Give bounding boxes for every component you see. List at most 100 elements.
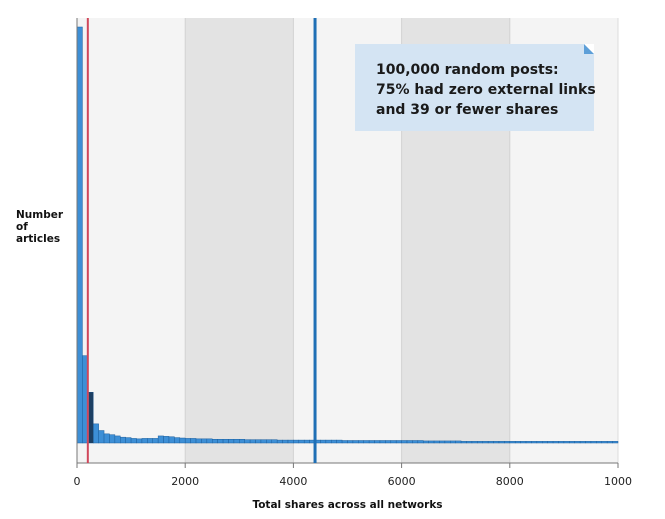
histogram-bar [401,440,408,444]
histogram-bar [217,439,224,444]
histogram-bar [417,440,424,444]
x-tick-label: 4000 [279,475,308,488]
histogram-bar [412,440,419,444]
histogram-bar [336,439,343,444]
histogram-bar [76,26,83,444]
histogram-bar [206,438,213,444]
histogram-bar [276,439,283,444]
histogram-bar [390,440,397,444]
histogram-bar [450,440,456,444]
histogram-bar [596,441,603,444]
histogram-bar [585,441,592,444]
histogram-bar [184,438,191,444]
histogram-bar [552,441,559,444]
histogram-bar [444,440,451,444]
histogram-bar [98,430,105,444]
histogram-bar [125,437,132,444]
histogram-bar [266,439,273,444]
histogram-bar [606,441,613,444]
histogram-bar [352,440,359,444]
y-axis-label: Number of articles [16,209,64,245]
histogram-bar [195,438,202,444]
histogram-bar [455,440,462,444]
histogram-bar [482,441,489,444]
x-axis-label: Total shares across all networks [252,499,443,511]
histogram-bar [498,441,505,444]
histogram-bar [271,439,278,444]
histogram-bar [520,441,527,444]
histogram-bar [379,440,386,444]
histogram-bar [157,435,164,444]
x-tick-label: 2000 [171,475,200,488]
histogram-bar [212,439,218,444]
histogram-bar [168,436,175,444]
histogram-bar [303,439,310,444]
histogram-bar [120,436,126,444]
histogram-bar [487,441,494,444]
histogram-bar [542,441,548,444]
histogram-bar [504,441,511,444]
histogram-bar [201,438,208,444]
histogram-bar [439,440,446,444]
histogram-bar [141,438,148,444]
histogram-bar [233,439,240,444]
histogram-bar [385,440,392,444]
x-tick-label: 8000 [495,475,524,488]
histogram-bar [260,439,267,444]
histogram-bar [563,441,570,444]
annotation-line-1: 100,000 random posts: [376,62,559,78]
histogram-bar [163,436,170,444]
histogram-bar [406,440,413,444]
histogram-bar [298,439,305,444]
histogram-bar [347,440,354,444]
annotation-corner-fold [584,44,594,54]
histogram-bar [325,439,332,444]
annotation-line-3: and 39 or fewer shares [376,102,559,118]
histogram-bar [471,441,478,444]
annotation-box: 100,000 random posts: 75% had zero exter… [355,44,596,131]
histogram-bar [590,441,597,444]
annotation-line-2: 75% had zero external links [376,82,596,98]
histogram-bar [368,440,375,444]
histogram-bar [363,440,370,444]
histogram-bar [244,439,251,444]
histogram-bar [293,439,300,444]
histogram-bar [422,440,429,444]
histogram-bar [558,441,565,444]
histogram-bar [358,440,364,444]
histogram-bar [525,441,532,444]
histogram-bar [320,439,327,444]
histogram-bar [255,439,262,444]
x-tick-label: 0 [73,475,81,488]
histogram-bar [222,439,229,444]
x-tick-label: 1000 [604,475,632,488]
histogram-bar [190,438,197,444]
histogram-bar [509,441,516,444]
histogram-bar [114,435,121,444]
histogram-bar [514,441,521,444]
histogram-bar [477,441,483,444]
histogram-bar [395,440,402,444]
histogram-bar [460,441,467,444]
histogram-bar [601,441,608,444]
histogram-bar [174,437,181,444]
x-tick-label: 6000 [387,475,416,488]
histogram-bar [287,439,294,444]
histogram-bar [428,440,435,444]
histogram-bar [374,440,381,444]
histogram-bar [179,437,186,444]
histogram-bar [109,434,116,444]
histogram-bar [331,439,337,444]
histogram-bar [433,440,440,444]
histogram-bar [92,423,99,444]
histogram-bar [228,439,235,444]
histogram-bar [612,441,619,444]
histogram-bar [282,439,289,444]
histogram-bar [147,438,153,444]
histogram-bar [569,441,575,444]
histogram-bar [341,440,348,444]
histogram-bar [547,441,554,444]
histogram-bar [152,438,159,444]
histogram-bar [579,441,586,444]
histogram-bar [493,441,500,444]
